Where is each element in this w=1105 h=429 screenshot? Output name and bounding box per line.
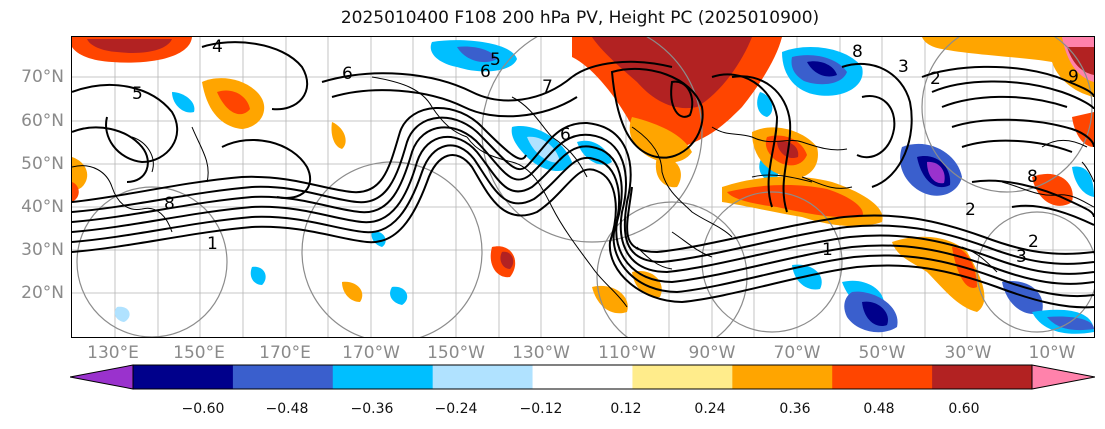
colorbar-bin xyxy=(732,365,833,389)
colorbar-tick: 0.24 xyxy=(694,401,726,417)
colorbar-tick: −0.60 xyxy=(181,401,225,417)
contour-label: 8 xyxy=(852,42,863,62)
colorbar-bin xyxy=(332,365,434,389)
contour-label: 7 xyxy=(542,77,553,97)
contour-label: 8 xyxy=(1027,167,1038,187)
contour-label: 9 xyxy=(1068,67,1079,87)
colorbar-bin xyxy=(532,365,633,389)
colorbar-tick: 0.60 xyxy=(948,401,980,417)
colorbar-tick: −0.12 xyxy=(519,401,563,417)
lon-label-170E: 170°E xyxy=(259,343,311,363)
contour-label: 1 xyxy=(822,240,833,260)
lat-label-30: 30°N xyxy=(21,240,64,260)
colorbar-bin xyxy=(432,365,534,389)
colorbar-tick: 0.12 xyxy=(610,401,642,417)
contour-label: 2 xyxy=(930,69,941,89)
contour-label: 1 xyxy=(207,234,218,254)
lon-label-70W: 70°W xyxy=(773,343,821,363)
lon-label-150E: 150°E xyxy=(173,343,225,363)
lon-label-110W: 110°W xyxy=(598,343,656,363)
coastlines xyxy=(72,76,1094,308)
graticule xyxy=(72,37,1094,337)
map-field: 4 6 5 7 6 5 8 9 3 2 1 2 3 2 1 8 8 6 xyxy=(72,37,1094,337)
contour-label: 5 xyxy=(132,84,143,104)
colorbar-outline xyxy=(132,364,1033,390)
colorbar-bin xyxy=(632,365,733,389)
colorbar xyxy=(69,364,1096,390)
colorbar-tick: 0.48 xyxy=(863,401,895,417)
colorbar-extend-high xyxy=(1031,364,1096,390)
lon-label-150W: 150°W xyxy=(427,343,485,363)
contour-label: 6 xyxy=(480,62,491,82)
contour-label: 2 xyxy=(1028,232,1039,252)
lon-label-30W: 30°W xyxy=(944,343,992,363)
height-contours xyxy=(72,41,1094,309)
colorbar-bin xyxy=(832,365,933,389)
lat-label-20: 20°N xyxy=(21,283,64,303)
colorbar-bin xyxy=(133,365,234,389)
lon-label-130W: 130°W xyxy=(512,343,570,363)
contour-label: 3 xyxy=(1016,247,1027,267)
contour-label: 8 xyxy=(164,194,175,214)
colorbar-tick: −0.36 xyxy=(350,401,394,417)
lat-label-40: 40°N xyxy=(21,197,64,217)
contour-labels: 4 6 5 7 6 5 8 9 3 2 1 2 3 2 1 8 8 6 xyxy=(132,37,1079,267)
colorbar-bin xyxy=(232,365,334,389)
lat-label-60: 60°N xyxy=(21,111,64,131)
contour-label: 6 xyxy=(560,125,571,145)
colorbar-tick: 0.36 xyxy=(779,401,811,417)
contour-label: 2 xyxy=(965,200,976,220)
contour-label: 4 xyxy=(212,37,223,57)
lat-label-50: 50°N xyxy=(21,154,64,174)
pv-anomaly-fill xyxy=(72,37,1094,334)
map-panel: 4 6 5 7 6 5 8 9 3 2 1 2 3 2 1 8 8 6 xyxy=(71,36,1095,338)
lon-label-10W: 10°W xyxy=(1028,343,1076,363)
colorbar-tick: −0.48 xyxy=(265,401,309,417)
lon-label-50W: 50°W xyxy=(858,343,906,363)
colorbar-tick: −0.24 xyxy=(434,401,478,417)
contour-label: 6 xyxy=(342,64,353,84)
lon-label-130E: 130°E xyxy=(87,343,139,363)
contour-label: 3 xyxy=(898,57,909,77)
lon-label-90W: 90°W xyxy=(688,343,736,363)
map-title: 2025010400 F108 200 hPa PV, Height PC (2… xyxy=(340,8,820,28)
lat-label-70: 70°N xyxy=(21,67,64,87)
contour-label: 5 xyxy=(490,50,501,70)
colorbar-extend-low xyxy=(69,364,134,390)
colorbar-svg xyxy=(69,364,1096,390)
colorbar-bin xyxy=(932,365,1033,389)
lon-label-170W: 170°W xyxy=(342,343,400,363)
